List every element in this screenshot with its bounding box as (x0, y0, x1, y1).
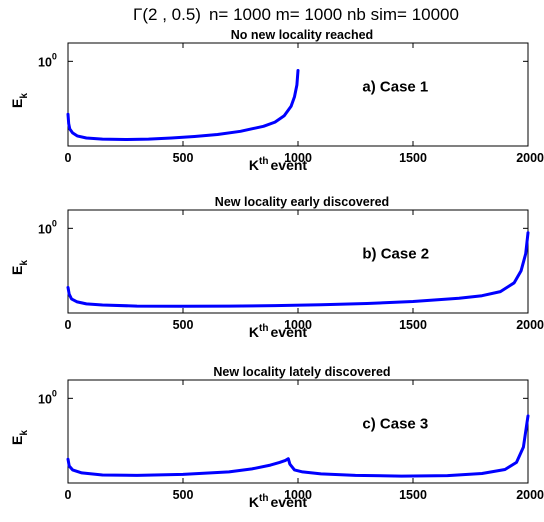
x-tick-label: 1000 (284, 318, 312, 332)
series-line-1 (66, 414, 530, 478)
x-tick-label: 1500 (399, 151, 427, 165)
x-tick-label: 1000 (284, 488, 312, 502)
x-tick-label: 500 (173, 318, 194, 332)
axes-box (67, 42, 529, 147)
case-annotation: b) Case 2 (362, 245, 429, 262)
x-tick-label: 2000 (516, 151, 544, 165)
x-tick-label: 500 (173, 151, 194, 165)
y-tick-label: 100 (38, 218, 57, 236)
x-tick-label: 500 (173, 488, 194, 502)
figure-suptitle: Γ(2 , 0.5) n= 1000 m= 1000 nb sim= 10000 (133, 5, 459, 24)
x-tick-label: 0 (65, 488, 72, 502)
y-tick-label: 100 (38, 51, 57, 69)
y-axis-label: Ek (9, 260, 30, 275)
x-axis-label: Kth event (249, 323, 307, 340)
x-axis-label: Kth event (249, 156, 307, 173)
case-annotation: c) Case 3 (362, 415, 428, 432)
x-tick-label: 1000 (284, 151, 312, 165)
x-axis-label: Kth event (249, 493, 307, 510)
x-tick-label: 2000 (516, 488, 544, 502)
axes-box (67, 379, 529, 484)
x-tick-label: 2000 (516, 318, 544, 332)
y-axis-label: Ek (9, 93, 30, 108)
x-tick-label: 1500 (399, 318, 427, 332)
y-axis-label: Ek (9, 430, 30, 445)
chart-title: No new locality reached (231, 28, 373, 42)
y-tick-label: 100 (38, 388, 57, 406)
chart-title: New locality lately discovered (213, 365, 390, 379)
chart-panel-1: No new locality reached 0 500 1000 1500 2000 1… (9, 28, 544, 173)
series-line-1 (66, 231, 530, 308)
chart-panel-3: New locality lately discovered 0 500 1000 15… (9, 365, 544, 510)
x-tick-label: 0 (65, 151, 72, 165)
x-tick-label: 0 (65, 318, 72, 332)
chart-panel-2: New locality early discovered 0 500 1000 150… (9, 195, 544, 340)
suptitle-params: n= 1000 m= 1000 nb sim= 10000 (209, 5, 459, 24)
case-annotation: a) Case 1 (362, 78, 428, 95)
chart-title: New locality early discovered (215, 195, 389, 209)
x-tick-label: 1500 (399, 488, 427, 502)
series-line-1 (66, 69, 300, 141)
suptitle-gamma: Γ(2 , 0.5) (133, 5, 201, 24)
